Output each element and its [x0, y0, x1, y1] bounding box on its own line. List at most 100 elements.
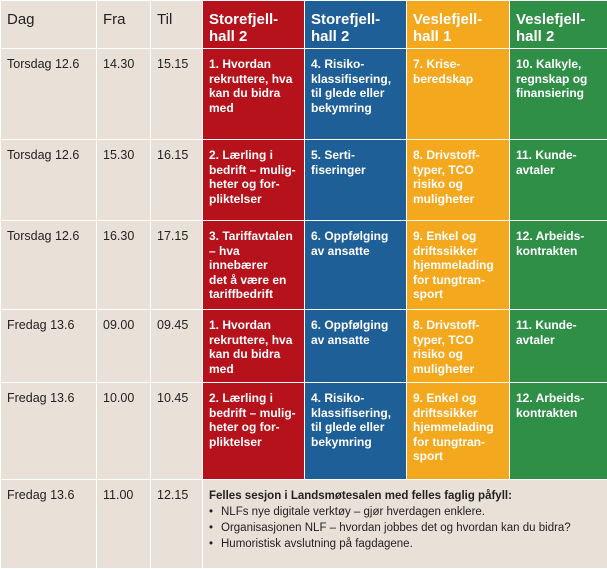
session-line: det å være en — [209, 273, 298, 288]
session-line: bekymring — [311, 435, 400, 450]
cell-to: 15.15 — [151, 49, 203, 140]
session-line: 3. Tariffavtalen — [209, 229, 298, 244]
list-item: NLFs nye digitale verktøy – gjør hverdag… — [209, 504, 601, 520]
cell-from: 16.30 — [97, 221, 151, 310]
session-storefjellhall-2-blue: 4. Risiko-klassifisering,til glede eller… — [305, 49, 407, 140]
cell-day: Fredag 13.6 — [1, 310, 97, 383]
session-line: 2. Lærling i — [209, 148, 298, 163]
session-line: til glede eller — [311, 86, 400, 101]
session-line: 12. Arbeids- — [516, 229, 601, 244]
session-line: kan du bidra — [209, 347, 298, 362]
joint-session-heading: Felles sesjon i Landsmøtesalen med felle… — [209, 488, 601, 504]
session-storefjellhall-2-blue: 4. Risiko-klassifisering,til glede eller… — [305, 383, 407, 480]
header-line: Veslefjell- — [413, 11, 503, 28]
session-line: fiseringer — [311, 163, 400, 178]
session-line: 5. Serti- — [311, 148, 400, 163]
session-line: klassifisering, — [311, 72, 400, 87]
session-line: av ansatte — [311, 333, 400, 348]
session-line: driftssikker — [413, 406, 503, 421]
session-line: 1. Hvordan — [209, 318, 298, 333]
header-line: hall 2 — [311, 28, 400, 45]
session-line: av ansatte — [311, 244, 400, 259]
session-line: muligheter — [413, 192, 503, 207]
session-line: for tungtran- — [413, 273, 503, 288]
session-line: typer, TCO — [413, 163, 503, 178]
cell-day: Torsdag 12.6 — [1, 221, 97, 310]
session-line: beredskap — [413, 72, 503, 87]
cell-to: 12.15 — [151, 480, 203, 569]
session-line: typer, TCO — [413, 333, 503, 348]
session-line: 7. Krise- — [413, 57, 503, 72]
cell-from: 14.30 — [97, 49, 151, 140]
cell-from: 09.00 — [97, 310, 151, 383]
session-line: pliktelser — [209, 435, 298, 450]
cell-to: 09.45 — [151, 310, 203, 383]
session-line: kan du bidra — [209, 86, 298, 101]
session-line: risiko og — [413, 177, 503, 192]
list-item: Humoristisk avslutning på fagdagene. — [209, 536, 601, 552]
session-line: til glede eller — [311, 420, 400, 435]
cell-day: Torsdag 12.6 — [1, 140, 97, 221]
session-line: risiko og — [413, 347, 503, 362]
cell-to: 10.45 — [151, 383, 203, 480]
header-from: Fra — [97, 1, 151, 49]
cell-from: 10.00 — [97, 383, 151, 480]
session-line: 9. Enkel og — [413, 391, 503, 406]
header-line: Storefjell- — [311, 11, 400, 28]
joint-session-cell: Felles sesjon i Landsmøtesalen med felle… — [203, 480, 607, 569]
session-line: driftssikker — [413, 244, 503, 259]
session-line: avtaler — [516, 333, 601, 348]
session-line: hjemmelading — [413, 258, 503, 273]
session-line: hjemmelading — [413, 420, 503, 435]
session-line: regnskap og — [516, 72, 601, 87]
session-line: med — [209, 101, 298, 116]
session-line: klassifisering, — [311, 406, 400, 421]
header-line: hall 1 — [413, 28, 503, 45]
session-line: finansiering — [516, 86, 601, 101]
header-line: Veslefjell- — [516, 11, 601, 28]
session-line: heter og for- — [209, 177, 298, 192]
header-storefjellhall-2-red: Storefjell- hall 2 — [203, 1, 305, 49]
session-line: heter og for- — [209, 420, 298, 435]
cell-day: Torsdag 12.6 — [1, 49, 97, 140]
cell-from: 11.00 — [97, 480, 151, 569]
cell-day: Fredag 13.6 — [1, 480, 97, 569]
session-veslefjellhall-2: 12. Arbeids-kontrakten — [510, 221, 607, 310]
session-line: 8. Drivstoff- — [413, 318, 503, 333]
header-veslefjellhall-1: Veslefjell- hall 1 — [407, 1, 510, 49]
session-line: tariffbedrift — [209, 287, 298, 302]
session-storefjellhall-2-blue: 5. Serti-fiseringer — [305, 140, 407, 221]
header-day: Dag — [1, 1, 97, 49]
list-item: Organisasjonen NLF – hvordan jobbes det … — [209, 520, 601, 536]
header-storefjellhall-2-blue: Storefjell- hall 2 — [305, 1, 407, 49]
session-line: med — [209, 362, 298, 377]
header-line: hall 2 — [209, 28, 298, 45]
session-line: sport — [413, 287, 503, 302]
header-veslefjellhall-2: Veslefjell- hall 2 — [510, 1, 607, 49]
session-line: bekymring — [311, 101, 400, 116]
cell-from: 15.30 — [97, 140, 151, 221]
session-line: – hva innebærer — [209, 244, 298, 273]
final-row: Fredag 13.6 11.00 12.15 Felles sesjon i … — [1, 480, 607, 569]
session-line: bedrift – mulig- — [209, 406, 298, 421]
session-line: 11. Kunde- — [516, 148, 601, 163]
session-veslefjellhall-2: 12. Arbeids-kontrakten — [510, 383, 607, 480]
header-row: Dag Fra Til Storefjell- hall 2 Storefjel… — [1, 1, 607, 49]
cell-to: 17.15 — [151, 221, 203, 310]
session-line: avtaler — [516, 163, 601, 178]
